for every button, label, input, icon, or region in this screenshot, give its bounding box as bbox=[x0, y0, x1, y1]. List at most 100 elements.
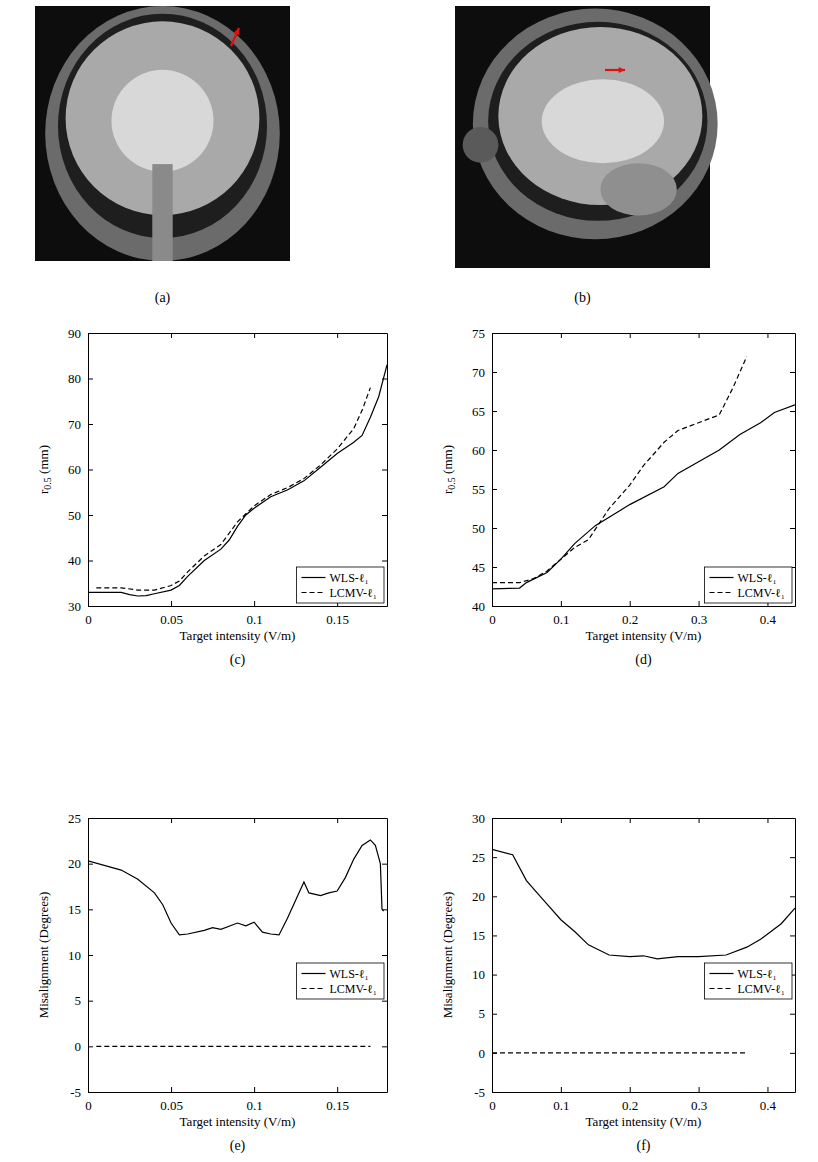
tick-label: 40 bbox=[68, 553, 81, 568]
axis bbox=[382, 819, 388, 1093]
legend-box bbox=[705, 567, 793, 603]
tick-label: 70 bbox=[472, 365, 485, 380]
series-line bbox=[88, 365, 387, 596]
tick bbox=[790, 896, 795, 897]
tick-mark bbox=[88, 955, 93, 956]
axis: 00.10.20.30.4 bbox=[489, 601, 795, 627]
chart: 00.050.10.15-50510152025Target intensity… bbox=[36, 811, 388, 1154]
series-line bbox=[492, 356, 747, 582]
tick-mark bbox=[492, 489, 497, 490]
legend-box bbox=[297, 963, 385, 999]
scalp bbox=[45, 6, 280, 261]
legend-swatch bbox=[710, 577, 734, 578]
tick-label: 0 bbox=[85, 612, 92, 627]
tick: 40 bbox=[472, 599, 497, 614]
legend-swatch bbox=[302, 973, 326, 974]
tick-label: 0.4 bbox=[760, 1098, 777, 1113]
tick-label: 60 bbox=[68, 462, 81, 477]
tick-label: 25 bbox=[472, 850, 485, 865]
tick-mark bbox=[790, 372, 795, 373]
tick-mark bbox=[492, 567, 497, 568]
x-axis-title: Target intensity (V/m) bbox=[586, 628, 702, 643]
tick-mark bbox=[492, 818, 493, 823]
axis: 00.050.10.15 bbox=[85, 1087, 387, 1113]
tick-mark bbox=[88, 1046, 93, 1047]
axis: 30405060708090 bbox=[68, 326, 93, 614]
legend: WLS-ℓ₁LCMV-ℓ₁ bbox=[705, 963, 793, 999]
axis bbox=[89, 818, 388, 823]
tick-mark bbox=[492, 606, 497, 607]
tick-label: 0.15 bbox=[326, 612, 349, 627]
tick-mark bbox=[790, 818, 795, 819]
tick-label: 0.05 bbox=[160, 1098, 183, 1113]
tick: 0.1 bbox=[246, 1087, 262, 1113]
tick-mark bbox=[699, 818, 700, 823]
tick-label: 15 bbox=[68, 902, 81, 917]
white-matter bbox=[542, 79, 664, 163]
tick: 0.05 bbox=[160, 601, 183, 627]
tick-mark bbox=[790, 1014, 795, 1015]
y-axis-title: r0.5 (mm) bbox=[36, 445, 53, 494]
tick-label: 0.1 bbox=[553, 1098, 569, 1113]
tick bbox=[171, 333, 172, 338]
arrow bbox=[231, 28, 239, 46]
tick: 5 bbox=[75, 993, 94, 1008]
axis: -50510152025 bbox=[68, 811, 93, 1100]
tick-label: 60 bbox=[472, 443, 485, 458]
tick-mark bbox=[767, 1087, 768, 1092]
tick-label: 65 bbox=[472, 404, 485, 419]
tick bbox=[790, 411, 795, 412]
panel-label: (c) bbox=[230, 652, 246, 668]
axis bbox=[790, 819, 796, 1093]
axis bbox=[89, 333, 388, 338]
y-axis-title: Misalignment (Degrees) bbox=[36, 892, 51, 1019]
tick-label: -5 bbox=[474, 1085, 485, 1100]
tick-label: 10 bbox=[472, 967, 485, 982]
tick bbox=[337, 333, 338, 338]
tick bbox=[382, 515, 387, 516]
legend-swatch bbox=[710, 973, 734, 974]
axis-line bbox=[795, 819, 796, 1093]
tick-mark bbox=[382, 955, 387, 956]
tick-mark bbox=[88, 1001, 93, 1002]
tick: 0.3 bbox=[691, 601, 707, 627]
axis-line bbox=[89, 333, 388, 334]
tick bbox=[790, 489, 795, 490]
plot-area bbox=[492, 849, 795, 1053]
tick-mark bbox=[492, 450, 497, 451]
tick-mark bbox=[382, 333, 387, 334]
tick: 0.3 bbox=[691, 1087, 707, 1113]
tick bbox=[561, 818, 562, 823]
tick: 50 bbox=[68, 508, 93, 523]
tick: 0.2 bbox=[622, 1087, 638, 1113]
legend-entry: LCMV-ℓ₁ bbox=[710, 586, 786, 600]
tick-mark bbox=[171, 1087, 172, 1092]
legend: WLS-ℓ₁LCMV-ℓ₁ bbox=[297, 963, 385, 999]
tick: 0.15 bbox=[326, 601, 349, 627]
panel-label: (b) bbox=[574, 290, 591, 306]
tick-mark bbox=[254, 818, 255, 823]
axis: 00.10.20.30.4 bbox=[489, 1087, 795, 1113]
tick bbox=[382, 1092, 387, 1093]
tick-mark bbox=[790, 528, 795, 529]
tick bbox=[492, 818, 493, 823]
tick-mark bbox=[88, 515, 93, 516]
axis-line bbox=[89, 818, 388, 819]
tick-label: 0.3 bbox=[691, 612, 707, 627]
tick-mark bbox=[561, 818, 562, 823]
tick-label: 25 bbox=[68, 811, 81, 826]
tick: 50 bbox=[472, 521, 497, 536]
tick-mark bbox=[790, 1092, 795, 1093]
tick bbox=[382, 606, 387, 607]
tick-mark bbox=[767, 333, 768, 338]
tick-label: 50 bbox=[68, 508, 81, 523]
tick-mark bbox=[767, 818, 768, 823]
tick: 0.1 bbox=[246, 601, 262, 627]
tick-label: 0 bbox=[489, 612, 496, 627]
tick-mark bbox=[88, 333, 89, 338]
legend-box bbox=[705, 963, 793, 999]
series-line bbox=[96, 388, 370, 590]
legend-entry: WLS-ℓ₁ bbox=[302, 571, 369, 585]
brainstem bbox=[152, 164, 172, 261]
tick bbox=[790, 935, 795, 936]
